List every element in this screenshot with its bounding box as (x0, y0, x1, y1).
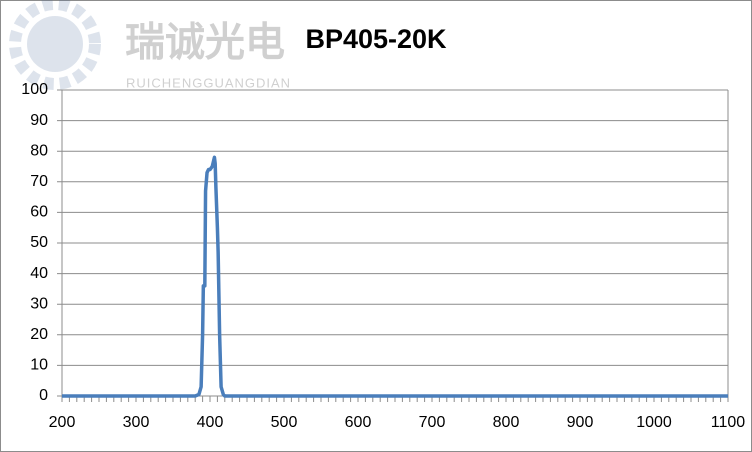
y-tick-label: 40 (30, 265, 48, 282)
y-tick-label: 0 (39, 387, 48, 404)
y-tick-label: 60 (30, 204, 48, 221)
x-tick-label: 300 (123, 414, 150, 431)
logo-disc (27, 16, 83, 72)
y-tick-label: 10 (30, 357, 48, 374)
y-tick-label: 50 (30, 234, 48, 251)
x-tick-label: 200 (49, 414, 76, 431)
x-tick-label: 900 (567, 414, 594, 431)
y-tick-label: 90 (30, 112, 48, 129)
y-tick-label: 100 (21, 81, 48, 98)
data-line (62, 155, 728, 398)
logo-gear (9, 0, 101, 90)
x-tick-label: 1000 (636, 414, 672, 431)
watermark-subtitle: RUICHENGGUANGDIAN (126, 75, 291, 90)
y-tick-label: 20 (30, 326, 48, 343)
chart-title: BP405-20K (305, 24, 447, 54)
x-tick-label: 500 (271, 414, 298, 431)
x-tick-label: 800 (493, 414, 520, 431)
y-tick-label: 70 (30, 173, 48, 190)
y-tick-label: 80 (30, 142, 48, 159)
x-tick-label: 700 (419, 414, 446, 431)
watermark-logo (9, 0, 101, 90)
x-tick-label: 400 (197, 414, 224, 431)
watermark-name: 瑞诚光电 (125, 21, 285, 65)
x-tick-label: 1100 (711, 414, 746, 431)
x-tick-label: 600 (345, 414, 372, 431)
y-tick-label: 30 (30, 295, 48, 312)
